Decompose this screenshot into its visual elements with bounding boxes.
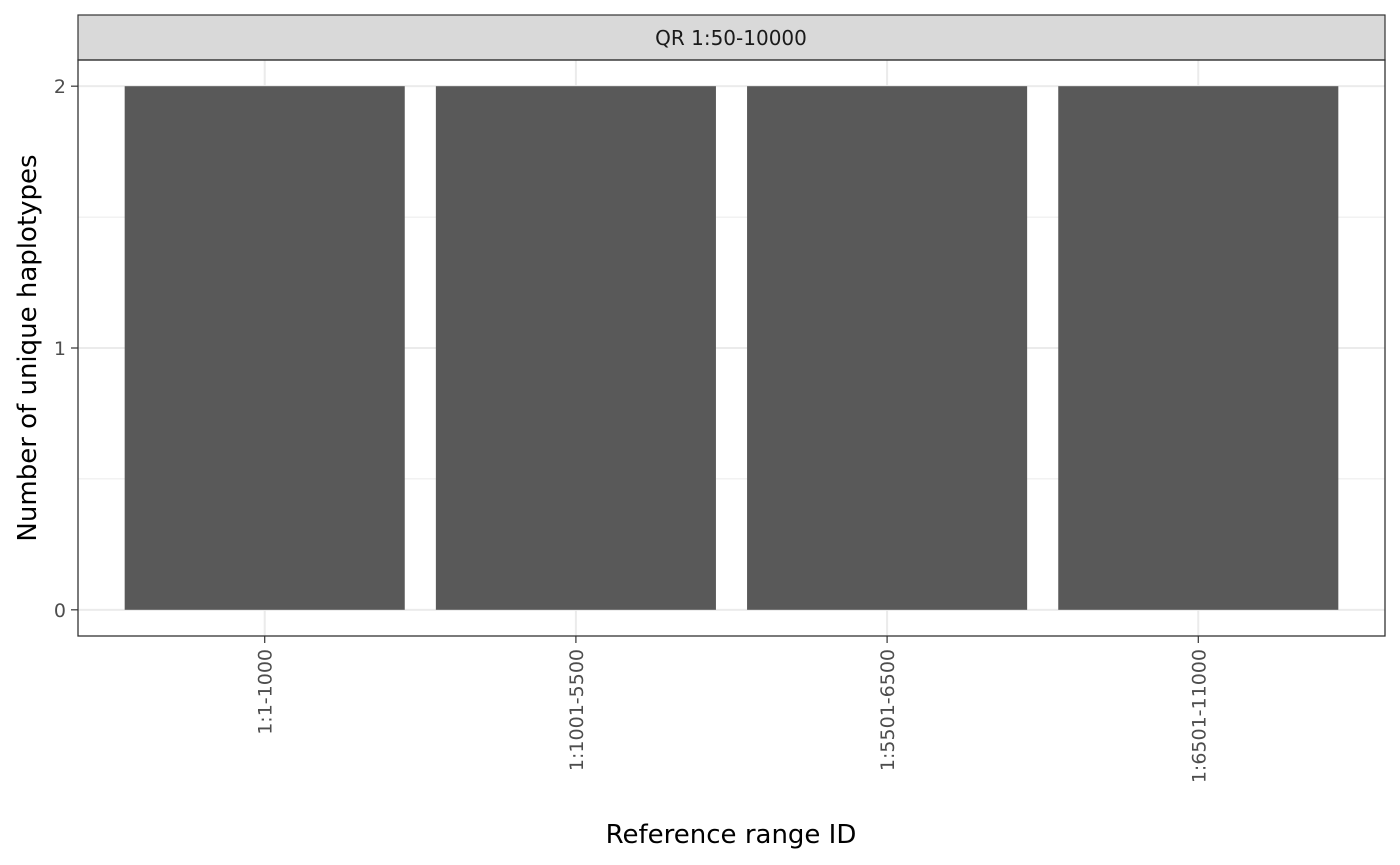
y-tick-label: 2 <box>54 76 66 98</box>
y-tick-label: 1 <box>54 338 66 360</box>
facet-label: QR 1:50-10000 <box>655 26 807 50</box>
bar-1:6501-11000 <box>1058 86 1339 610</box>
y-axis-title: Number of unique haplotypes <box>13 154 43 541</box>
x-tick-label: 1:1-1000 <box>255 649 277 735</box>
bar-1:1-1000 <box>124 86 405 610</box>
x-tick-label: 1:1001-5500 <box>566 649 588 771</box>
x-tick-label: 1:6501-11000 <box>1188 649 1210 783</box>
bar-1:1001-5500 <box>435 86 716 610</box>
bars <box>124 86 1339 610</box>
y-tick-label: 0 <box>54 600 66 622</box>
x-axis-title: Reference range ID <box>606 820 857 850</box>
y-axis: 0 1 2 <box>54 76 78 622</box>
bar-1:5501-6500 <box>747 86 1028 610</box>
x-tick-label: 1:5501-6500 <box>877 649 899 771</box>
x-axis: 1:1-1000 1:1001-5500 1:5501-6500 1:6501-110… <box>255 636 1210 783</box>
facet-strip <box>77 14 1386 61</box>
